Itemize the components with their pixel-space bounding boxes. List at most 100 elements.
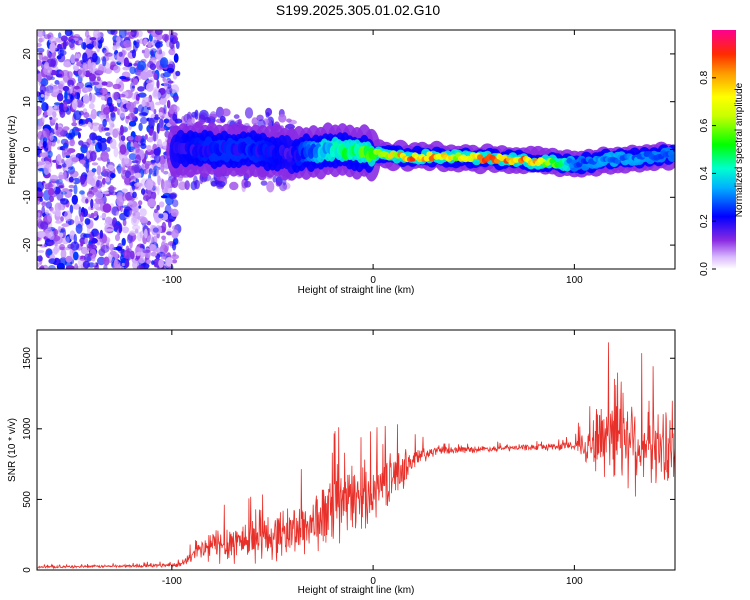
heatmap-cell [115,246,122,251]
heatmap-cell [65,132,73,139]
heatmap-cell [39,37,45,42]
heatmap-cell [56,73,63,78]
heatmap-cell [112,91,120,101]
heatmap-cell [44,228,53,238]
heatmap-cell [37,212,41,218]
heatmap-cell [159,201,165,208]
heatmap-cell [163,118,170,124]
heatmap-cell [63,171,67,181]
colorbar-label: Normalized spectral amplitude [734,82,745,217]
heatmap-cell [95,70,104,74]
heatmap-cell [153,148,161,156]
heatmap-cell [105,147,111,152]
heatmap-cell [112,45,118,51]
heatmap-cell [126,31,135,36]
heatmap-cell [670,154,675,160]
heatmap-cell [51,118,57,124]
heatmap-cell [166,67,175,73]
heatmap-cell [44,61,50,69]
heatmap-cell [69,170,79,178]
heatmap-cell [53,246,58,255]
heatmap-cell [370,153,378,160]
heatmap-cell [41,201,47,207]
heatmap-cell [87,58,92,70]
heatmap-cell [131,92,137,101]
heatmap-cell [121,188,128,193]
heatmap-cell [129,146,136,150]
heatmap-cell [140,116,148,124]
heatmap-cell [76,61,82,67]
heatmap-cell [137,86,145,92]
heatmap-cell [72,177,81,185]
heatmap-cell [145,82,154,92]
heatmap-cell [58,32,62,39]
heatmap-cell [153,131,157,142]
heatmap-cell [150,251,157,257]
heatmap-cell [127,112,136,122]
heatmap-cell [233,114,240,119]
heatmap-cell [132,202,140,213]
heatmap-cell [75,53,81,60]
heatmap-cell [145,169,149,174]
heatmap-cell [166,99,171,109]
heatmap-cell [136,182,140,186]
heatmap-cell [113,146,119,158]
heatmap-cell [60,191,68,195]
heatmap-cell [91,162,99,166]
heatmap-cell [109,124,113,135]
colorbar-gradient [712,30,736,269]
heatmap-cell [37,130,44,140]
heatmap-cell [159,57,169,69]
heatmap-cell [73,34,81,39]
heatmap-cell [126,196,135,202]
heatmap-cell [69,84,73,94]
heatmap-cell [132,191,137,199]
heatmap-cell [148,117,155,129]
heatmap-cell [123,249,131,259]
heatmap-cell [67,71,73,79]
heatmap-cell [80,246,89,255]
heatmap-cell [61,163,67,168]
heatmap-cell [48,258,57,265]
heatmap-cell [103,107,110,115]
heatmap-cell [85,87,93,92]
heatmap-cell [116,99,121,104]
heatmap-cell [46,249,53,256]
heatmap-cell [104,222,109,227]
heatmap-cell [79,211,85,223]
heatmap-cell [39,152,49,158]
heatmap-cell [120,135,126,142]
heatmap-cell [135,154,142,165]
heatmap-cell [128,136,134,141]
heatmap-cell [121,237,126,246]
heatmap-cell [62,142,69,149]
heatmap-cell [118,30,127,39]
heatmap-cell [147,234,155,244]
heatmap-cell [113,222,119,231]
heatmap-cell [215,180,226,188]
heatmap-cell [73,65,80,72]
heatmap-cell [152,227,159,233]
heatmap-cell [137,60,147,71]
heatmap-cell [49,42,56,53]
heatmap-cell [139,230,145,239]
heatmap-cell [215,106,225,118]
heatmap-cell [94,92,103,96]
heatmap-cell [171,229,179,239]
heatmap-cell [101,95,106,101]
heatmap-cell [37,124,42,130]
heatmap-cell [74,128,82,132]
heatmap-cell [123,128,127,133]
heatmap-cell [265,112,270,118]
heatmap-cell [86,225,91,234]
heatmap-cell [121,262,126,267]
heatmap-cell [39,84,47,95]
heatmap-cell [113,260,121,269]
spectrogram-ylabel: Frequency (Hz) [7,116,18,185]
heatmap-cell [136,39,140,45]
colorbar-tick-label: 0.0 [699,262,710,276]
heatmap-cell [193,175,198,186]
x-tick-label: 0 [370,275,376,286]
heatmap-cell [198,112,208,123]
